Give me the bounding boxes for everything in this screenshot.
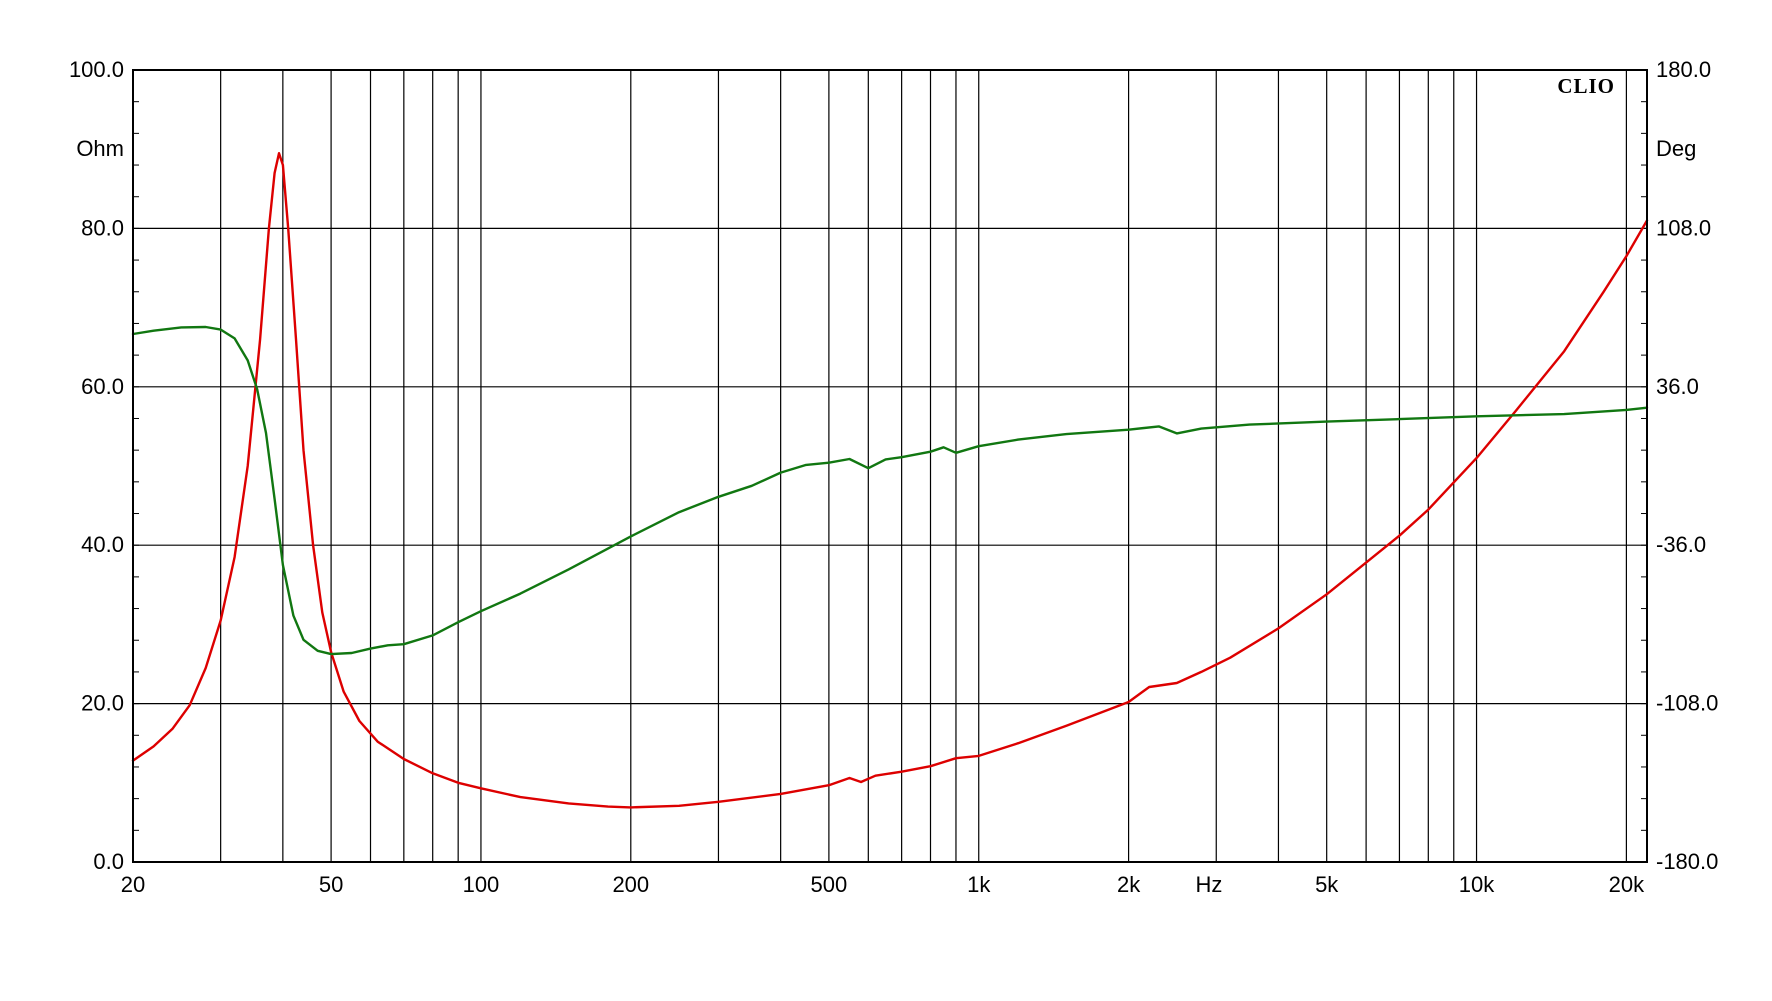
plot-frame — [132, 69, 1648, 863]
left-axis-ticks: 0.0 20.0 40.0 60.0 80.0 100.0 — [69, 57, 124, 874]
x-tick-label: 5k — [1315, 872, 1339, 897]
left-tick-label: 40.0 — [81, 532, 124, 557]
x-tick-label: 200 — [612, 872, 649, 897]
right-tick-label: -108.0 — [1656, 691, 1718, 716]
right-tick-label: -180.0 — [1656, 849, 1718, 874]
x-axis-ticks: 20 50 100 200 500 1k 2k 5k 10k 20k — [121, 872, 1645, 897]
impedance-series-line — [131, 151, 1649, 809]
right-tick-label: 108.0 — [1656, 215, 1711, 240]
left-tick-label: 80.0 — [81, 215, 124, 240]
x-axis-unit-label: Hz — [1195, 872, 1222, 897]
right-tick-label: -36.0 — [1656, 532, 1706, 557]
x-tick-label: 10k — [1459, 872, 1495, 897]
x-tick-label: 20 — [121, 872, 145, 897]
series-lines — [131, 151, 1649, 809]
x-tick-label: 20k — [1609, 872, 1645, 897]
left-tick-label: 60.0 — [81, 374, 124, 399]
x-tick-label: 1k — [967, 872, 991, 897]
right-axis-unit-label: Deg — [1656, 136, 1696, 161]
left-tick-label: 0.0 — [93, 849, 124, 874]
right-tick-label: 36.0 — [1656, 374, 1699, 399]
left-axis-unit-label: Ohm — [76, 136, 124, 161]
clio-brand-label: CLIO — [1557, 74, 1615, 98]
left-tick-label: 20.0 — [81, 691, 124, 716]
right-tick-label: 180.0 — [1656, 57, 1711, 82]
right-axis-ticks: -180.0 -108.0 -36.0 36.0 108.0 180.0 — [1656, 57, 1718, 874]
phase-series-line — [131, 325, 1649, 656]
x-tick-label: 2k — [1117, 872, 1141, 897]
x-tick-label: 100 — [463, 872, 500, 897]
x-tick-label: 50 — [319, 872, 343, 897]
left-tick-label: 100.0 — [69, 57, 124, 82]
x-tick-label: 500 — [811, 872, 848, 897]
